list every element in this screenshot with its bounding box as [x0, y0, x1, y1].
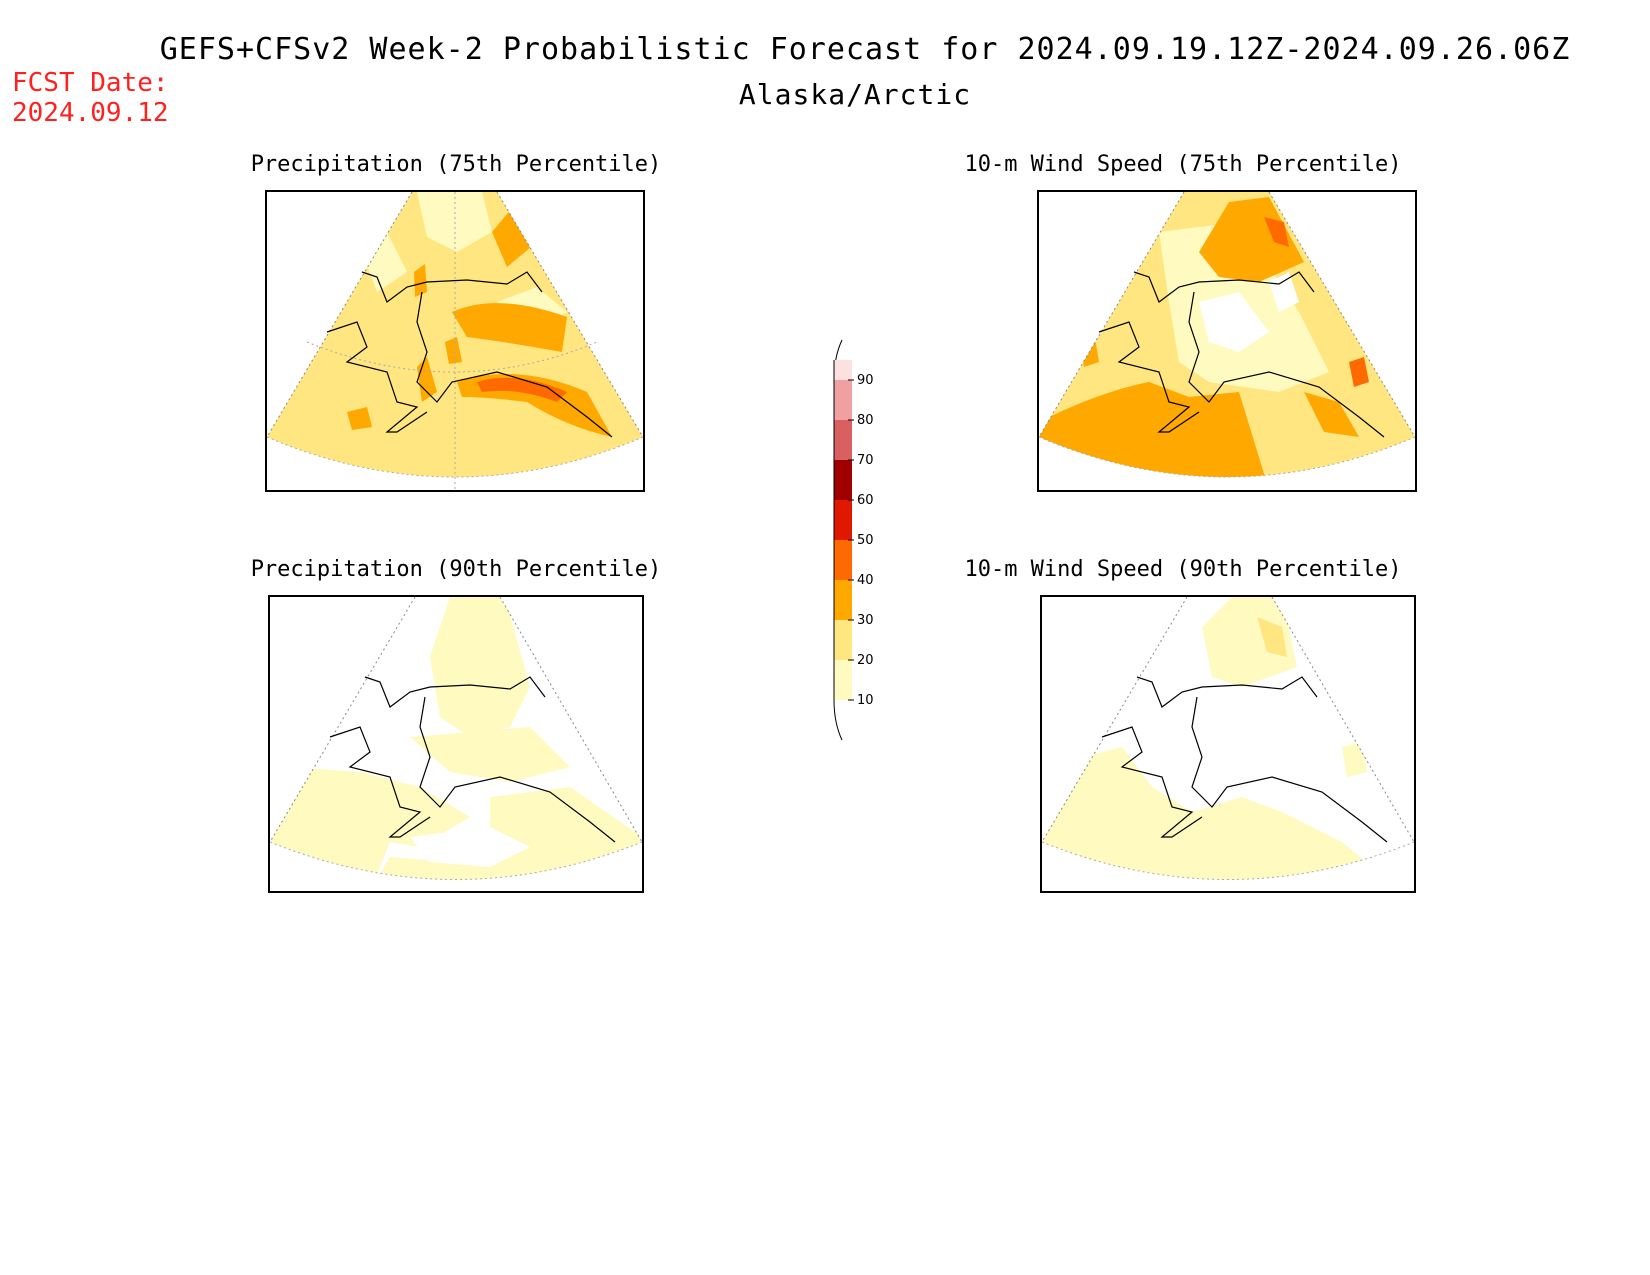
fcst-date-value: 2024.09.12 [12, 98, 169, 128]
panel-title-precip-75: Precipitation (75th Percentile) [250, 152, 662, 177]
colorbar-swatch [834, 620, 852, 660]
colorbar-label: 10 [857, 693, 874, 708]
map-wind-75 [1037, 190, 1417, 492]
colorbar-label: 90 [857, 373, 874, 388]
colorbar-label: 70 [857, 453, 874, 468]
colorbar-swatch [834, 660, 852, 700]
fcst-date-label: FCST Date: [12, 68, 169, 98]
colorbar: 10 20 30 40 50 60 70 80 90 [833, 339, 874, 741]
colorbar-label: 60 [857, 493, 874, 508]
map-precip-90 [268, 595, 644, 893]
colorbar-swatch [834, 540, 852, 580]
panel-title-wind-75: 10-m Wind Speed (75th Percentile) [964, 152, 1402, 177]
colorbar-swatch [834, 460, 852, 500]
colorbar-label: 40 [857, 573, 874, 588]
map-wind-90 [1040, 595, 1416, 893]
colorbar-swatch [834, 360, 852, 380]
region-subtitle: Alaska/Arctic [738, 78, 972, 111]
colorbar-label: 20 [857, 653, 874, 668]
colorbar-label: 80 [857, 413, 874, 428]
panel-title-wind-90: 10-m Wind Speed (90th Percentile) [964, 557, 1402, 582]
colorbar-swatch [834, 500, 852, 540]
colorbar-label: 30 [857, 613, 874, 628]
colorbar-swatch [834, 420, 852, 460]
main-title: GEFS+CFSv2 Week-2 Probabilistic Forecast… [159, 32, 1571, 67]
colorbar-label: 50 [857, 533, 874, 548]
panel-title-precip-90: Precipitation (90th Percentile) [250, 557, 662, 582]
map-precip-75 [265, 190, 645, 492]
colorbar-swatch [834, 380, 852, 420]
colorbar-swatch [834, 580, 852, 620]
